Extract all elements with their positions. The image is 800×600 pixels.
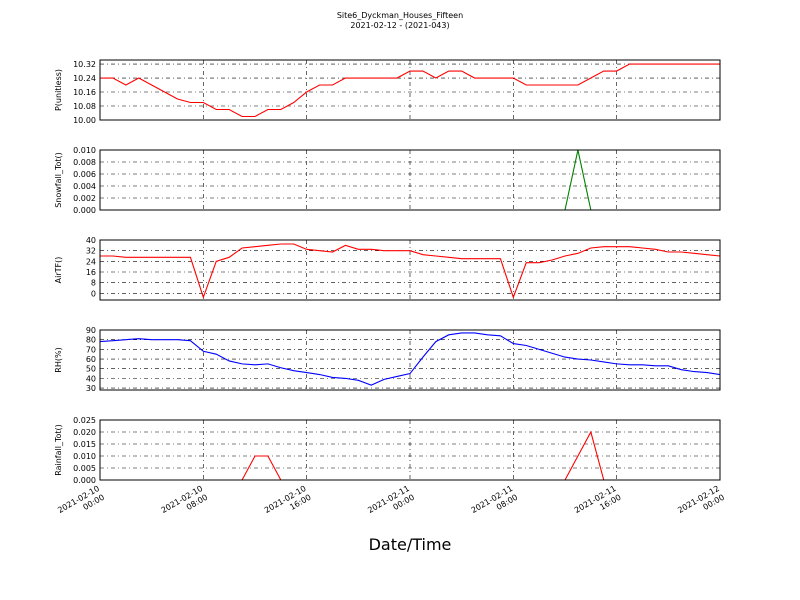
y-axis-label: Snowfall_Tot() — [54, 152, 63, 208]
data-line — [99, 332, 721, 386]
y-axis-label: RH(%) — [54, 347, 63, 372]
plot-frame — [99, 419, 721, 481]
x-axis-label: Date/Time — [369, 535, 452, 554]
data-line — [100, 243, 721, 300]
y-tick-label: 16 — [86, 268, 96, 277]
y-tick-label: 30 — [86, 384, 96, 393]
y-tick-label: 0.004 — [73, 182, 96, 191]
y-tick-label: 10.24 — [73, 74, 96, 83]
y-tick-label: 50 — [86, 365, 96, 374]
y-tick-label: 0 — [91, 289, 96, 298]
y-tick-label: 32 — [86, 247, 96, 256]
y-axis-label: P(unitless) — [54, 69, 63, 111]
plot-frame — [99, 149, 721, 211]
y-tick-label: 0.008 — [73, 158, 96, 167]
chart-title: Site6_Dyckman_Houses_Fifteen — [337, 11, 463, 20]
y-tick-label: 0.000 — [73, 476, 96, 485]
y-tick-label: 0.010 — [73, 452, 96, 461]
y-axis-label: AirTF() — [54, 257, 63, 284]
y-tick-label: 24 — [86, 257, 96, 266]
data-line — [100, 63, 720, 118]
plot-frame — [99, 59, 721, 121]
y-tick-label: 0.020 — [73, 428, 96, 437]
y-tick-label: 0.006 — [73, 170, 96, 179]
y-tick-label: 0.002 — [73, 194, 96, 203]
y-tick-label: 0.010 — [73, 146, 96, 155]
chart-subtitle: 2021-02-12 - (2021-043) — [350, 21, 449, 30]
y-tick-label: 40 — [86, 236, 96, 245]
y-tick-label: 90 — [86, 326, 96, 335]
y-tick-label: 0.000 — [73, 206, 96, 215]
y-tick-label: 8 — [91, 279, 96, 288]
plot-frame — [99, 239, 721, 301]
y-tick-label: 0.025 — [73, 416, 96, 425]
y-axis-label: Rainfall_Tot() — [54, 424, 63, 476]
y-tick-label: 10.08 — [73, 102, 96, 111]
y-tick-label: 80 — [86, 336, 96, 345]
y-tick-label: 10.16 — [73, 88, 96, 97]
y-tick-label: 70 — [86, 345, 96, 354]
y-tick-label: 40 — [86, 374, 96, 383]
y-tick-label: 10.00 — [73, 116, 96, 125]
y-tick-label: 0.015 — [73, 440, 96, 449]
plot-frame — [99, 329, 721, 391]
y-tick-label: 0.005 — [73, 464, 96, 473]
y-tick-label: 60 — [86, 355, 96, 364]
y-tick-label: 10.32 — [73, 60, 96, 69]
